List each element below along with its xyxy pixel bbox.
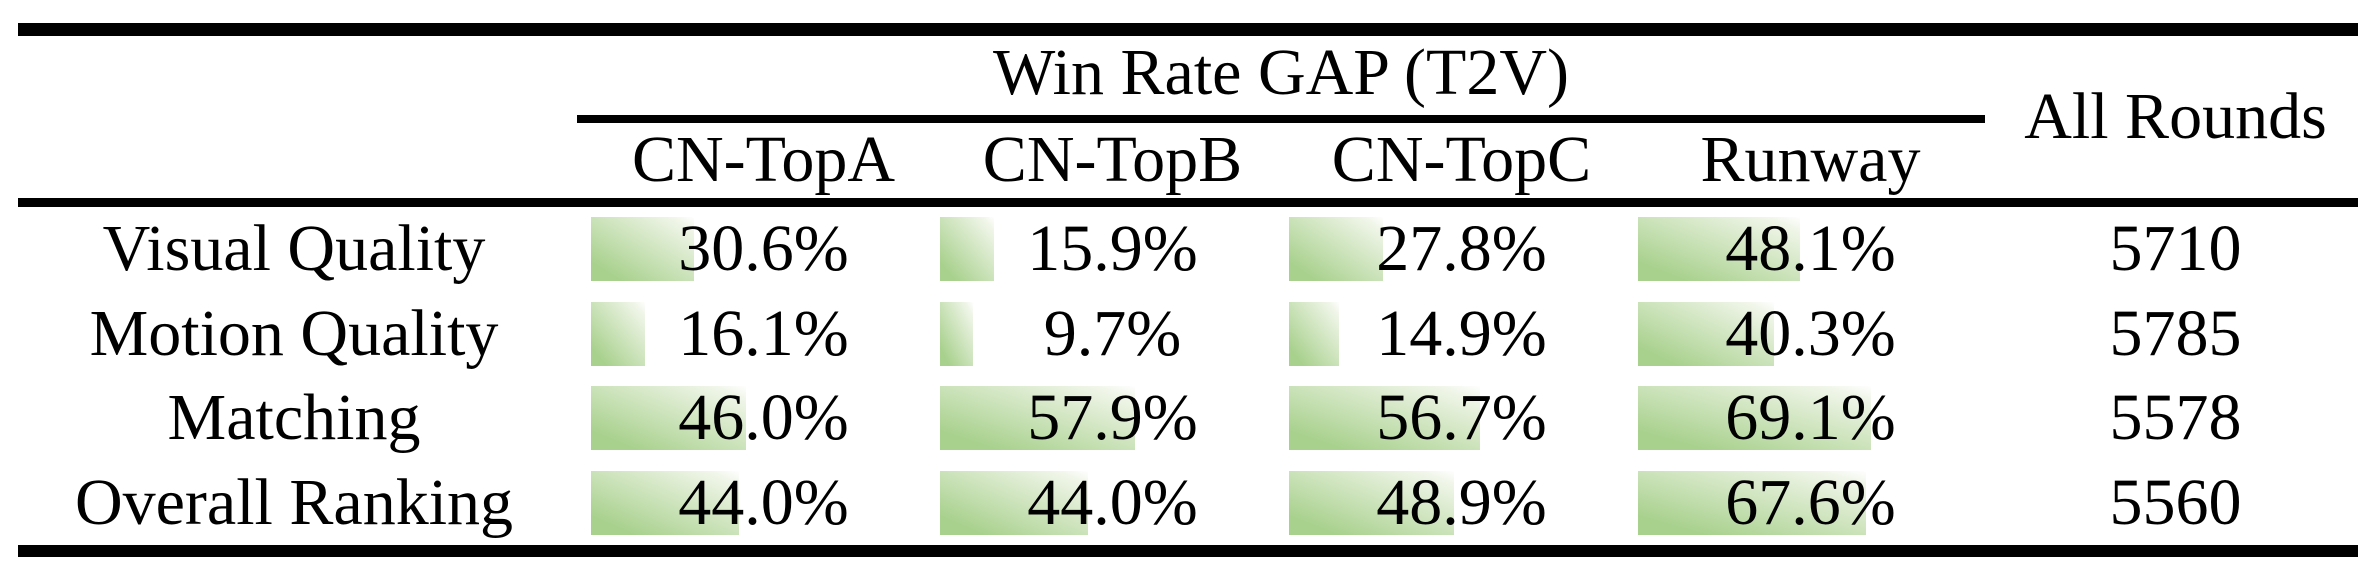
- winrate-cell: 48.1%: [1636, 207, 1985, 292]
- header-body-separator-rule: [18, 198, 2358, 207]
- row-label: Matching: [167, 381, 421, 455]
- table-row: Motion Quality 16.1% 9.7% 14.9% 40.3% 5785: [0, 292, 2376, 377]
- winrate-value: 57.9%: [1027, 381, 1198, 455]
- winrate-value: 46.0%: [678, 381, 849, 455]
- winrate-value: 67.6%: [1725, 465, 1896, 539]
- all-rounds-value: 5560: [2109, 465, 2242, 539]
- row-label: Overall Ranking: [74, 465, 514, 539]
- winrate-bar: [591, 217, 695, 282]
- winrate-cell: 44.0%: [589, 461, 938, 546]
- group-header-win-rate-gap: Win Rate GAP (T2V): [993, 36, 1569, 109]
- winrate-cell: 67.6%: [1636, 461, 1985, 546]
- winrate-bar: [940, 217, 994, 282]
- winrate-value: 16.1%: [678, 296, 849, 370]
- winrate-cell: 46.0%: [589, 376, 938, 461]
- row-label: Visual Quality: [102, 212, 486, 286]
- winrate-cell: 30.6%: [589, 207, 938, 292]
- column-header-cn-topa: CN-TopA: [631, 123, 896, 196]
- winrate-cell: 69.1%: [1636, 376, 1985, 461]
- winrate-value: 56.7%: [1376, 381, 1547, 455]
- all-rounds-value: 5710: [2109, 212, 2242, 286]
- winrate-cell: 57.9%: [938, 376, 1287, 461]
- group-header-underline-rule: [577, 115, 1985, 123]
- table-bottom-rule: [18, 545, 2358, 557]
- winrate-bar: [1638, 470, 1866, 535]
- winrate-bar: [591, 301, 646, 366]
- winrate-value: 44.0%: [1027, 465, 1198, 539]
- all-rounds-value: 5578: [2109, 381, 2242, 455]
- winrate-value: 48.9%: [1376, 465, 1547, 539]
- winrate-cell: 9.7%: [938, 292, 1287, 377]
- table-row: Matching 46.0% 57.9% 56.7% 69.1% 5578: [0, 376, 2376, 461]
- winrate-value: 48.1%: [1725, 212, 1896, 286]
- all-rounds-value: 5785: [2109, 296, 2242, 370]
- winrate-value: 40.3%: [1725, 296, 1896, 370]
- winrate-cell: 16.1%: [589, 292, 938, 377]
- winrate-value: 27.8%: [1376, 212, 1547, 286]
- winrate-bar: [1638, 386, 1871, 451]
- winrate-bar: [1638, 217, 1801, 282]
- winrate-bar: [1289, 217, 1383, 282]
- winrate-bar: [1289, 301, 1340, 366]
- winrate-value: 30.6%: [678, 212, 849, 286]
- table-row: Visual Quality 30.6% 15.9% 27.8% 48.1% 5710: [0, 207, 2376, 292]
- row-label: Motion Quality: [89, 296, 499, 370]
- winrate-cell: 44.0%: [938, 461, 1287, 546]
- winrate-bar: [1289, 470, 1454, 535]
- table-rows: Visual Quality 30.6% 15.9% 27.8% 48.1% 5710 Mo…: [0, 207, 2376, 545]
- winrate-cell: 14.9%: [1287, 292, 1636, 377]
- winrate-bar: [940, 386, 1136, 451]
- column-header-all-rounds: All Rounds: [2024, 80, 2327, 153]
- winrate-bar: [940, 301, 973, 366]
- column-header-cn-topc: CN-TopC: [1331, 123, 1592, 196]
- winrate-value: 15.9%: [1027, 212, 1198, 286]
- winrate-bar: [940, 470, 1089, 535]
- table-top-rule: [18, 23, 2358, 36]
- winrate-value: 44.0%: [678, 465, 849, 539]
- winrate-bar: [591, 470, 740, 535]
- winrate-cell: 56.7%: [1287, 376, 1636, 461]
- table-row: Overall Ranking 44.0% 44.0% 48.9% 67.6% 5560: [0, 461, 2376, 546]
- winrate-value: 9.7%: [1043, 296, 1182, 370]
- model-column-headers: CN-TopA CN-TopB CN-TopC Runway: [589, 124, 1985, 196]
- winrate-cell: 27.8%: [1287, 207, 1636, 292]
- column-header-cn-topb: CN-TopB: [982, 123, 1243, 196]
- winrate-bar: [591, 386, 747, 451]
- winrate-bar: [1289, 386, 1481, 451]
- winrate-bar: [1638, 301, 1774, 366]
- column-header-runway: Runway: [1700, 123, 1921, 196]
- winrate-value: 14.9%: [1376, 296, 1547, 370]
- winrate-cell: 40.3%: [1636, 292, 1985, 377]
- winrate-cell: 48.9%: [1287, 461, 1636, 546]
- winrate-cell: 15.9%: [938, 207, 1287, 292]
- winrate-value: 69.1%: [1725, 381, 1896, 455]
